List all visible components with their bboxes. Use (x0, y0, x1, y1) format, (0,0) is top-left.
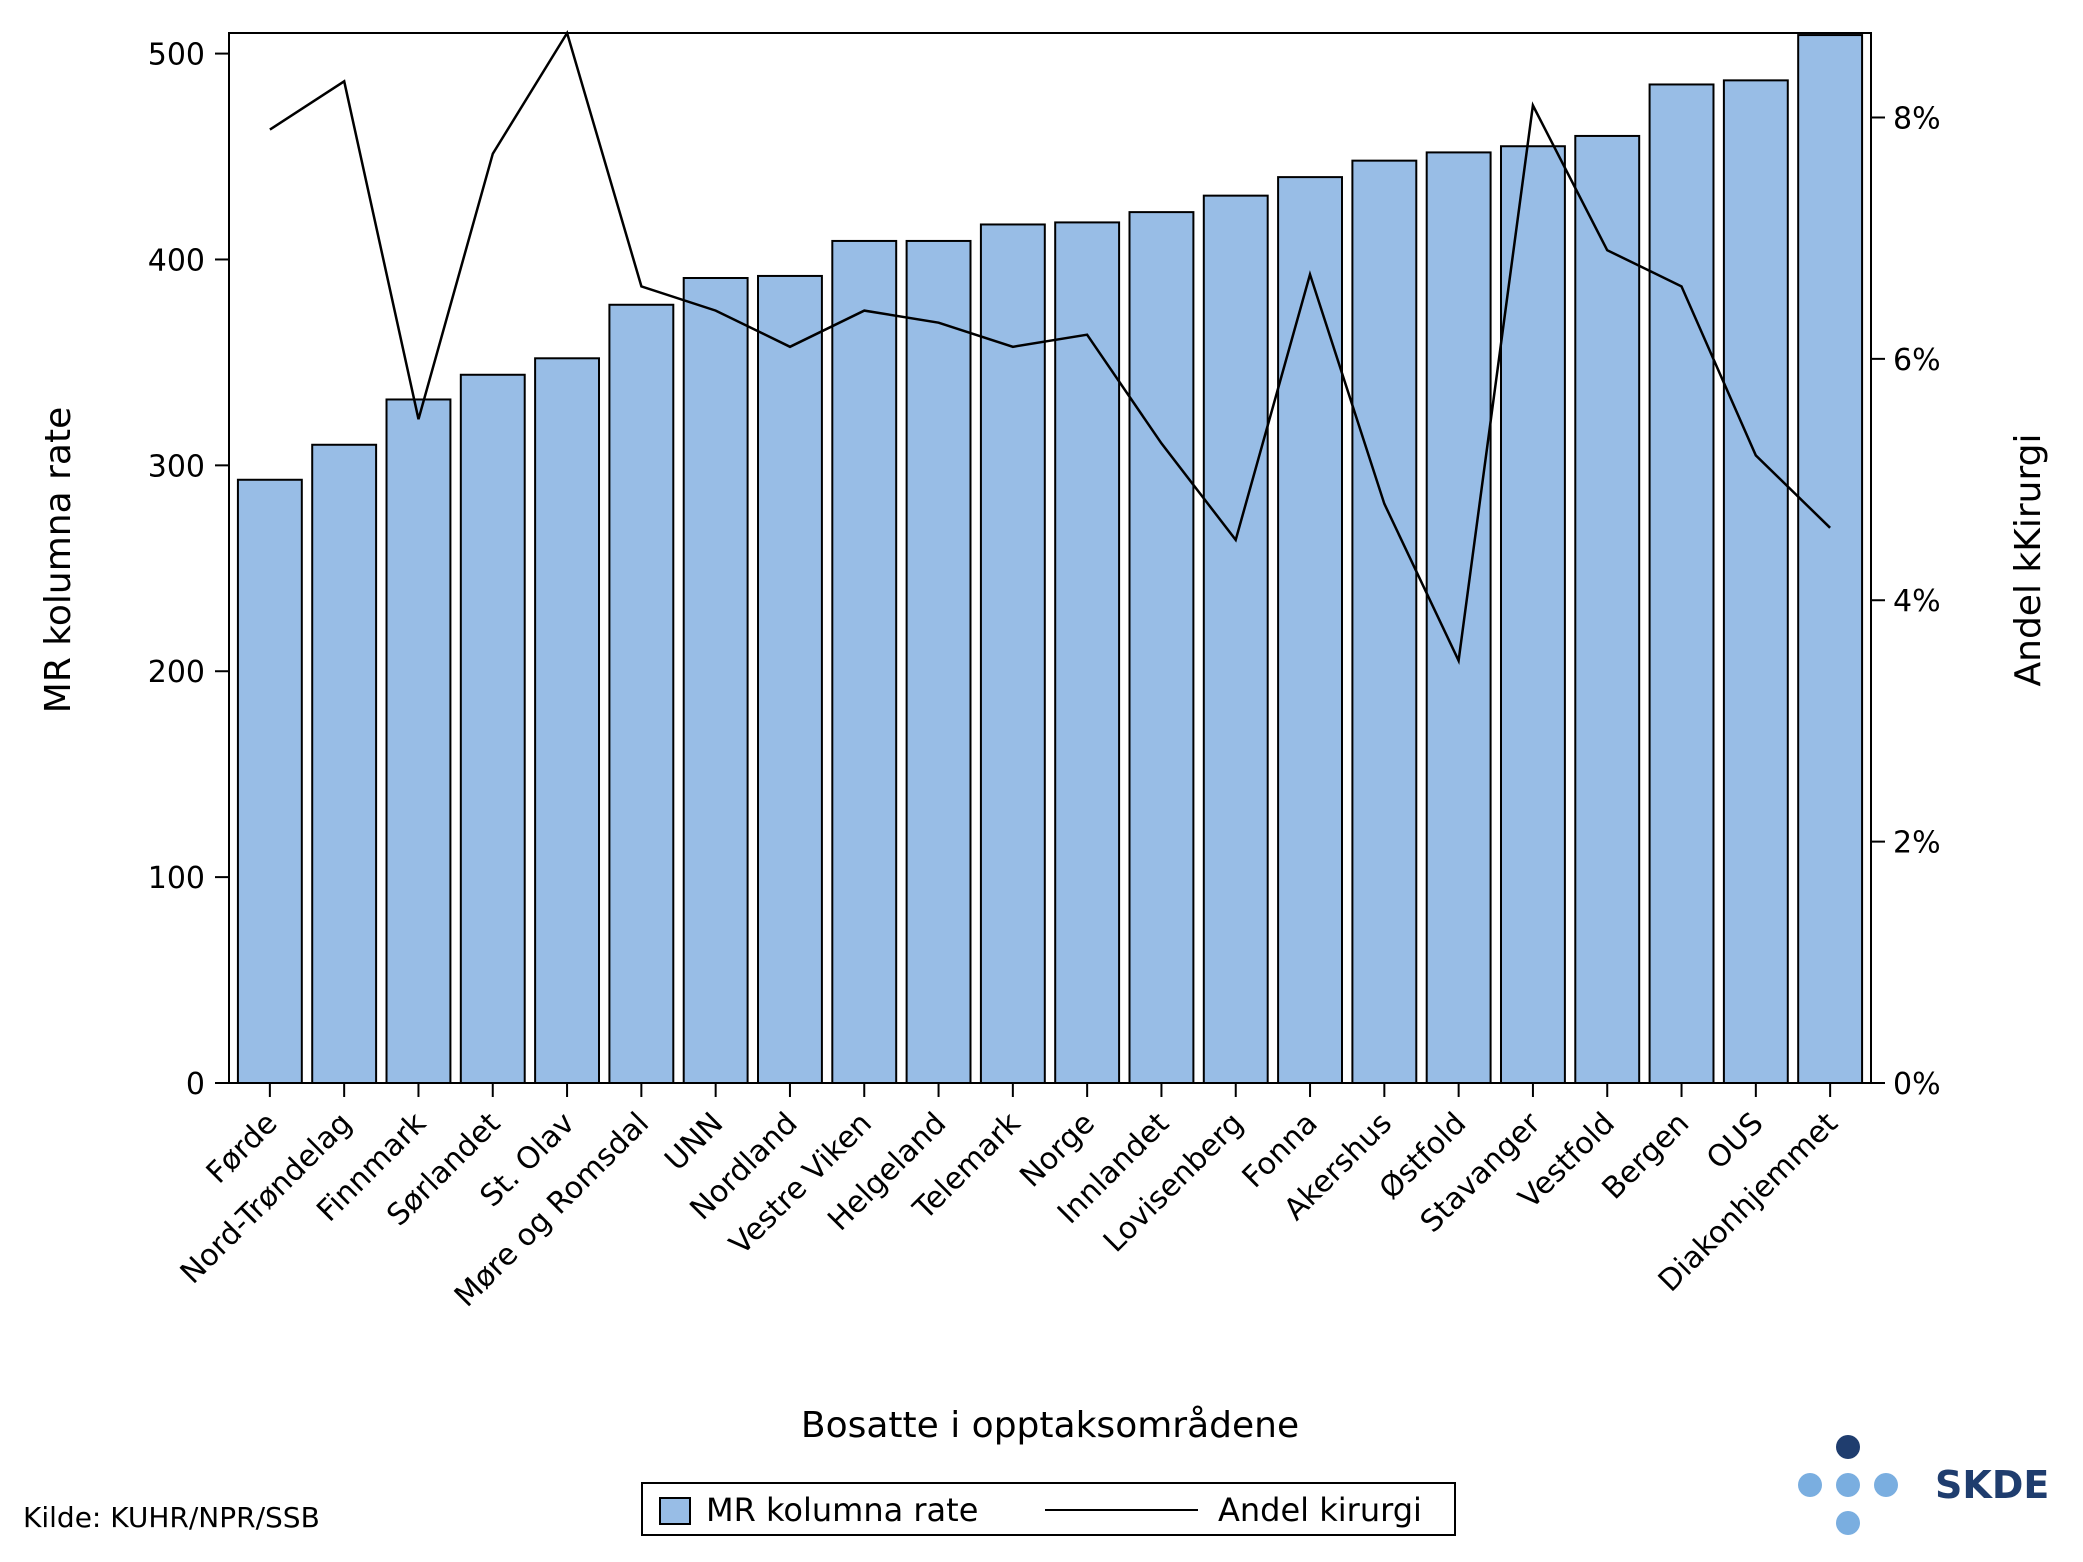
bar-3 (459, 373, 526, 1084)
bar-21 (1797, 34, 1864, 1084)
bar-18 (1574, 134, 1641, 1085)
y2-tick-label-2: 4% (1893, 584, 1941, 619)
bar-15 (1351, 159, 1418, 1085)
y2-tick-label-3: 6% (1893, 343, 1941, 378)
y2-tick-label-0: 0% (1893, 1067, 1941, 1102)
bar-14 (1277, 176, 1343, 1084)
bar-10 (979, 223, 1046, 1084)
logo-dot-center (1836, 1473, 1860, 1497)
plot-frame (228, 32, 1872, 1084)
source-note: Kilde: KUHR/NPR/SSB (23, 1501, 320, 1534)
y2-axis-title: Andel kKirurgi (2008, 434, 2049, 687)
y-tick-label-3: 300 (148, 449, 205, 484)
bar-1 (311, 443, 378, 1084)
y-axis-title: MR kolumna rate (38, 407, 79, 713)
plot-area-frame (228, 32, 1872, 1084)
axes: 0 100 200 300 400 500 0% 2% 4% 6% 8% (148, 38, 1941, 1102)
bar-20 (1722, 79, 1789, 1084)
y2-tick-label-1: 2% (1893, 826, 1941, 861)
bar-7 (757, 274, 823, 1084)
legend-bar-swatch (659, 1497, 691, 1525)
y-tick-label-0: 0 (186, 1067, 205, 1102)
bar-11 (1054, 221, 1121, 1085)
bar-17 (1499, 145, 1566, 1084)
bar-0 (236, 478, 303, 1084)
bar-9 (905, 239, 972, 1085)
category-labels: FørdeNord-TrøndelagFinnmarkSørlandetSt. … (174, 1105, 1845, 1314)
legend-line-label: Andel kirurgi (1218, 1491, 1422, 1529)
bar-6 (682, 277, 749, 1084)
bar-8 (831, 239, 898, 1085)
y-tick-label-1: 100 (148, 861, 205, 896)
bar-13 (1202, 194, 1269, 1085)
y-tick-label-4: 400 (148, 243, 205, 278)
logo-dot-bottom (1836, 1511, 1860, 1535)
x-axis-title: Bosatte i opptaksområdene (801, 1405, 1299, 1446)
logo-dot-top (1836, 1435, 1860, 1459)
bar-2 (385, 398, 452, 1084)
legend-bar-label: MR kolumna rate (706, 1491, 978, 1529)
y2-tick-label-4: 8% (1893, 101, 1941, 136)
logo-text: SKDE (1935, 1463, 2049, 1507)
bar-5 (608, 303, 675, 1084)
skde-logo: SKDE (1798, 1435, 2049, 1535)
bar-4 (534, 357, 601, 1084)
bar-12 (1128, 211, 1195, 1084)
logo-dot-right (1874, 1473, 1898, 1497)
bar-16 (1425, 151, 1492, 1085)
legend: MR kolumna rate Andel kirurgi (641, 1482, 1456, 1536)
y-tick-label-2: 200 (148, 655, 205, 690)
y-tick-label-5: 500 (148, 38, 205, 73)
line-andel-kirurgi (269, 29, 1831, 665)
logo-dot-left (1798, 1473, 1822, 1497)
bar-19 (1648, 83, 1715, 1085)
line-series (269, 29, 1831, 665)
